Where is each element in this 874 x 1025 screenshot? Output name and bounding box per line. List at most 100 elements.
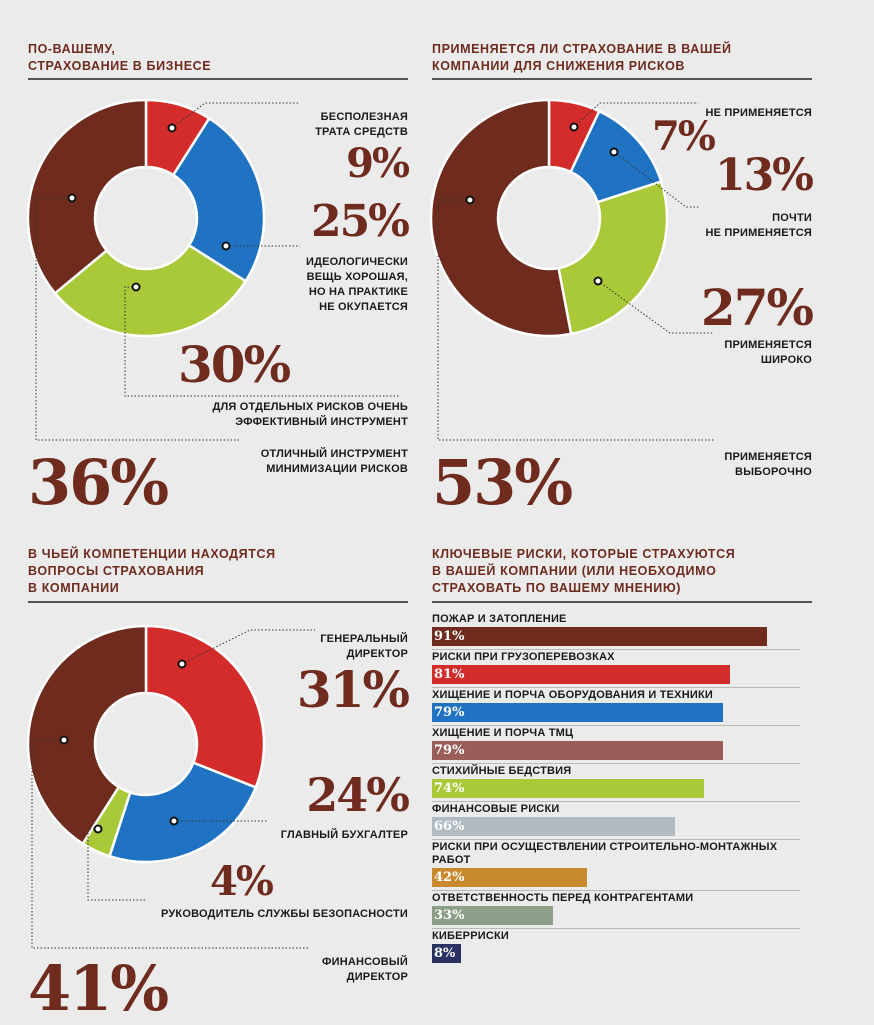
q1-label-excellent-line1: Отличный инструмент	[260, 448, 408, 460]
bar-divider	[432, 687, 800, 688]
bar-value: 8%	[434, 946, 456, 961]
q2-value-almost-not: 13%	[714, 150, 814, 201]
q1-label-ideological-line4: не окупается	[319, 301, 408, 313]
bar-item: Риски при осуществлении строительно-монт…	[432, 840, 800, 891]
bar: 91%	[432, 627, 767, 646]
bar-value: 79%	[434, 743, 465, 758]
bar-item: Ответственность перед контрагентами 33%	[432, 891, 800, 929]
q1-value-ideological: 25%	[310, 196, 410, 247]
bar: 74%	[432, 779, 705, 798]
bar: 79%	[432, 703, 723, 722]
bar: 33%	[432, 906, 554, 925]
bar-value: 91%	[434, 629, 465, 644]
bar-label-line1: Риски при осуществлении строительно-монт…	[432, 841, 778, 853]
q1-label-some-risks: Для отдельных рисков очень эффективный и…	[108, 400, 408, 430]
q1-label-ideological-line2: вещь хорошая,	[306, 271, 408, 283]
bar-label: Хищение и порча ТМЦ	[432, 727, 574, 739]
q2-title-line1: Применяется ли страхование в вашей	[432, 42, 732, 56]
donut-slice	[429, 98, 573, 338]
q1-label-useless: Бесполезная трата средств	[248, 110, 408, 140]
q1-value-useless: 9%	[346, 140, 410, 187]
q1-label-useless-line2: трата средств	[315, 126, 408, 138]
bar-label-line2: работ	[432, 854, 471, 866]
q2-title-line2: компании для снижения рисков	[432, 59, 686, 73]
q3-value-security: 4%	[210, 858, 274, 905]
donut-slice	[144, 98, 211, 177]
bar-value: 79%	[434, 705, 465, 720]
donut-slice	[26, 624, 148, 846]
q1-label-ideological: Идеологически вещь хорошая, но на практи…	[248, 255, 408, 315]
bar-divider	[432, 890, 800, 891]
bar-value: 66%	[434, 819, 465, 834]
bar-item: Финансовые риски 66%	[432, 802, 800, 840]
q3-title-line1: В чьей компетенции находятся	[28, 547, 276, 561]
q1-label-ideological-line3: но на практике	[308, 286, 408, 298]
q3-value-accountant: 24%	[306, 768, 410, 822]
q4-title-line1: Ключевые риски, которые страхуются	[432, 547, 736, 561]
q1-label-excellent: Отличный инструмент минимизации рисков	[208, 447, 408, 477]
q3-rule	[28, 601, 408, 603]
donut-slice	[557, 179, 669, 336]
bar-divider	[432, 839, 800, 840]
donut-chart-business-opinion	[26, 98, 266, 338]
q2-rule	[432, 78, 812, 80]
bar-divider	[432, 763, 800, 764]
bar-item: Хищение и порча оборудования и техники 7…	[432, 688, 800, 726]
bar-label: Риски при грузоперевозках	[432, 651, 615, 663]
q2-label-almost-not-line1: Почти	[772, 212, 812, 224]
q2-value-widely: 27%	[700, 278, 814, 337]
q3-title: В чьей компетенции находятся вопросы стр…	[28, 546, 276, 597]
donut-chart-insurance-competence	[26, 624, 266, 864]
q2-label-almost-not-line2: не применяется	[705, 227, 812, 239]
q2-value-selectively: 53%	[432, 446, 573, 519]
bar-label: Риски при осуществлении строительно-монт…	[432, 840, 800, 867]
bar: 42%	[432, 868, 587, 887]
donut-slice	[107, 761, 258, 864]
q2-label-not-used: Не применяется	[705, 107, 812, 119]
bar-value: 74%	[434, 781, 465, 796]
bar-divider	[432, 649, 800, 650]
q3-label-accountant: Главный бухгалтер	[280, 829, 408, 841]
q2-label-widely-line2: широко	[760, 354, 812, 366]
donut-slice	[81, 785, 132, 858]
bar-divider	[432, 725, 800, 726]
q3-value-ceo: 31%	[296, 660, 410, 719]
q3-label-cfo-line1: Финансовый	[322, 956, 408, 968]
donut-slice	[26, 98, 148, 295]
bar-item: Киберриски 8%	[432, 929, 800, 963]
q3-label-cfo-line2: директор	[346, 971, 408, 983]
bar-label: Киберриски	[432, 930, 510, 942]
bar-item: Риски при грузоперевозках 81%	[432, 650, 800, 688]
q1-value-some-risks: 30%	[178, 335, 291, 394]
q2-label-widely-line1: Применяется	[724, 339, 812, 351]
bar-label: Ответственность перед контрагентами	[432, 892, 694, 904]
q3-value-cfo: 41%	[28, 952, 169, 1025]
bar-divider	[432, 801, 800, 802]
bar-divider	[432, 928, 800, 929]
q1-label-ideological-line1: Идеологически	[305, 256, 408, 268]
q1-label-some-risks-line2: эффективный инструмент	[235, 416, 408, 428]
q1-label-useless-line1: Бесполезная	[320, 111, 408, 123]
bar-value: 81%	[434, 667, 465, 682]
q1-label-some-risks-line1: Для отдельных рисков очень	[212, 401, 408, 413]
bar-value: 42%	[434, 870, 465, 885]
q4-title-line2: в вашей компании (или необходимо	[432, 564, 717, 578]
bar-item: Хищение и порча ТМЦ 79%	[432, 726, 800, 764]
q4-rule	[432, 601, 812, 603]
q3-label-ceo-line1: Генеральный	[320, 633, 408, 645]
q2-label-selectively: Применяется выборочно	[652, 450, 812, 480]
q2-value-not-used: 7%	[652, 113, 716, 160]
q2-label-almost-not: Почти не применяется	[652, 211, 812, 241]
q2-label-selectively-line2: выборочно	[735, 466, 812, 478]
q1-rule	[28, 78, 408, 80]
q3-title-line3: в компании	[28, 581, 120, 595]
bar-item: Стихийные бедствия 74%	[432, 764, 800, 802]
bar: 66%	[432, 817, 675, 836]
bar: 8%	[432, 944, 462, 963]
bar: 79%	[432, 741, 723, 760]
bar-label: Стихийные бедствия	[432, 765, 572, 777]
donut-slice	[547, 98, 601, 174]
q3-label-cfo: Финансовый директор	[248, 955, 408, 985]
donut-slice	[144, 624, 266, 790]
q4-title-line3: страховать по вашему мнению)	[432, 581, 682, 595]
